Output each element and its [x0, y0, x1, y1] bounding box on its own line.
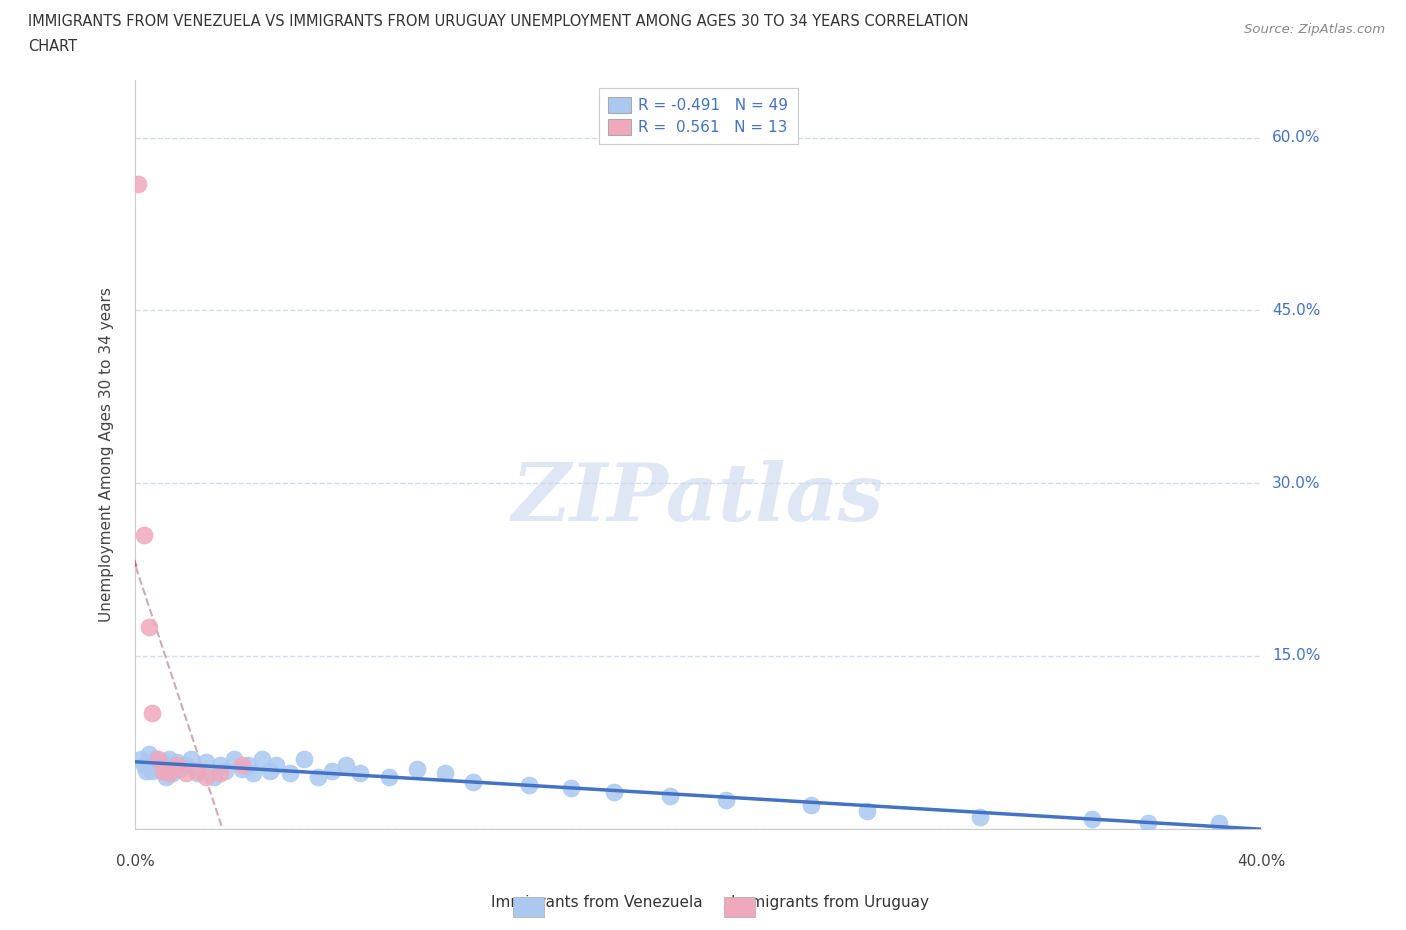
Point [157, 765, 180, 780]
Point [155, 769, 177, 784]
Point [208, 758, 231, 773]
Point [716, 792, 738, 807]
Point [307, 769, 329, 784]
Point [143, 752, 166, 767]
Point [433, 765, 456, 780]
Point [127, 177, 149, 192]
Point [208, 765, 231, 780]
Point [517, 777, 540, 792]
Point [1137, 816, 1160, 830]
Point [560, 781, 582, 796]
Point [377, 769, 399, 784]
Point [149, 764, 172, 778]
Point [405, 761, 427, 776]
Point [349, 765, 371, 780]
Point [194, 754, 217, 769]
Point [250, 752, 273, 767]
Point [152, 754, 174, 769]
Point [659, 789, 682, 804]
Point [169, 761, 191, 776]
Point [231, 758, 253, 773]
Point [141, 706, 163, 721]
Point [132, 527, 155, 542]
Point [174, 765, 197, 780]
Text: ZIPatlas: ZIPatlas [512, 460, 884, 538]
Point [231, 761, 253, 776]
Text: CHART: CHART [28, 39, 77, 54]
Point [146, 752, 169, 767]
Point [129, 752, 152, 767]
Point [152, 764, 174, 778]
Text: 45.0%: 45.0% [1272, 303, 1320, 318]
Y-axis label: Unemployment Among Ages 30 to 34 years: Unemployment Among Ages 30 to 34 years [100, 286, 114, 622]
Point [321, 764, 343, 778]
Point [969, 809, 991, 824]
Point [160, 765, 183, 780]
Point [138, 746, 160, 761]
Point [856, 804, 879, 818]
Text: 0.0%: 0.0% [115, 854, 155, 869]
Point [236, 758, 259, 773]
Point [292, 752, 315, 767]
Point [186, 765, 208, 780]
Text: 30.0%: 30.0% [1272, 475, 1320, 491]
Point [132, 758, 155, 773]
Point [174, 758, 197, 773]
Text: 60.0%: 60.0% [1272, 130, 1320, 145]
Text: IMMIGRANTS FROM VENEZUELA VS IMMIGRANTS FROM URUGUAY UNEMPLOYMENT AMONG AGES 30 : IMMIGRANTS FROM VENEZUELA VS IMMIGRANTS … [28, 14, 969, 29]
Point [186, 764, 208, 778]
Point [259, 764, 281, 778]
Text: Source: ZipAtlas.com: Source: ZipAtlas.com [1244, 23, 1385, 36]
Point [214, 764, 236, 778]
Point [194, 769, 217, 784]
Point [1081, 812, 1104, 827]
Point [800, 798, 823, 813]
Point [146, 758, 169, 773]
Point [1208, 816, 1230, 830]
Point [157, 752, 180, 767]
Point [264, 758, 287, 773]
Point [222, 752, 245, 767]
Point [135, 764, 157, 778]
Point [166, 758, 188, 773]
Point [141, 764, 163, 778]
Text: 40.0%: 40.0% [1237, 854, 1285, 869]
Point [335, 758, 357, 773]
Point [242, 765, 264, 780]
Text: 15.0%: 15.0% [1272, 648, 1320, 663]
Point [166, 754, 188, 769]
Text: Immigrants from Venezuela: Immigrants from Venezuela [491, 895, 703, 910]
Point [180, 752, 202, 767]
Point [138, 619, 160, 634]
Point [461, 775, 484, 790]
Point [602, 784, 624, 799]
Text: Immigrants from Uruguay: Immigrants from Uruguay [731, 895, 929, 910]
Point [202, 769, 225, 784]
Legend: R = -0.491   N = 49, R =  0.561   N = 13: R = -0.491 N = 49, R = 0.561 N = 13 [599, 87, 797, 144]
Point [278, 765, 301, 780]
